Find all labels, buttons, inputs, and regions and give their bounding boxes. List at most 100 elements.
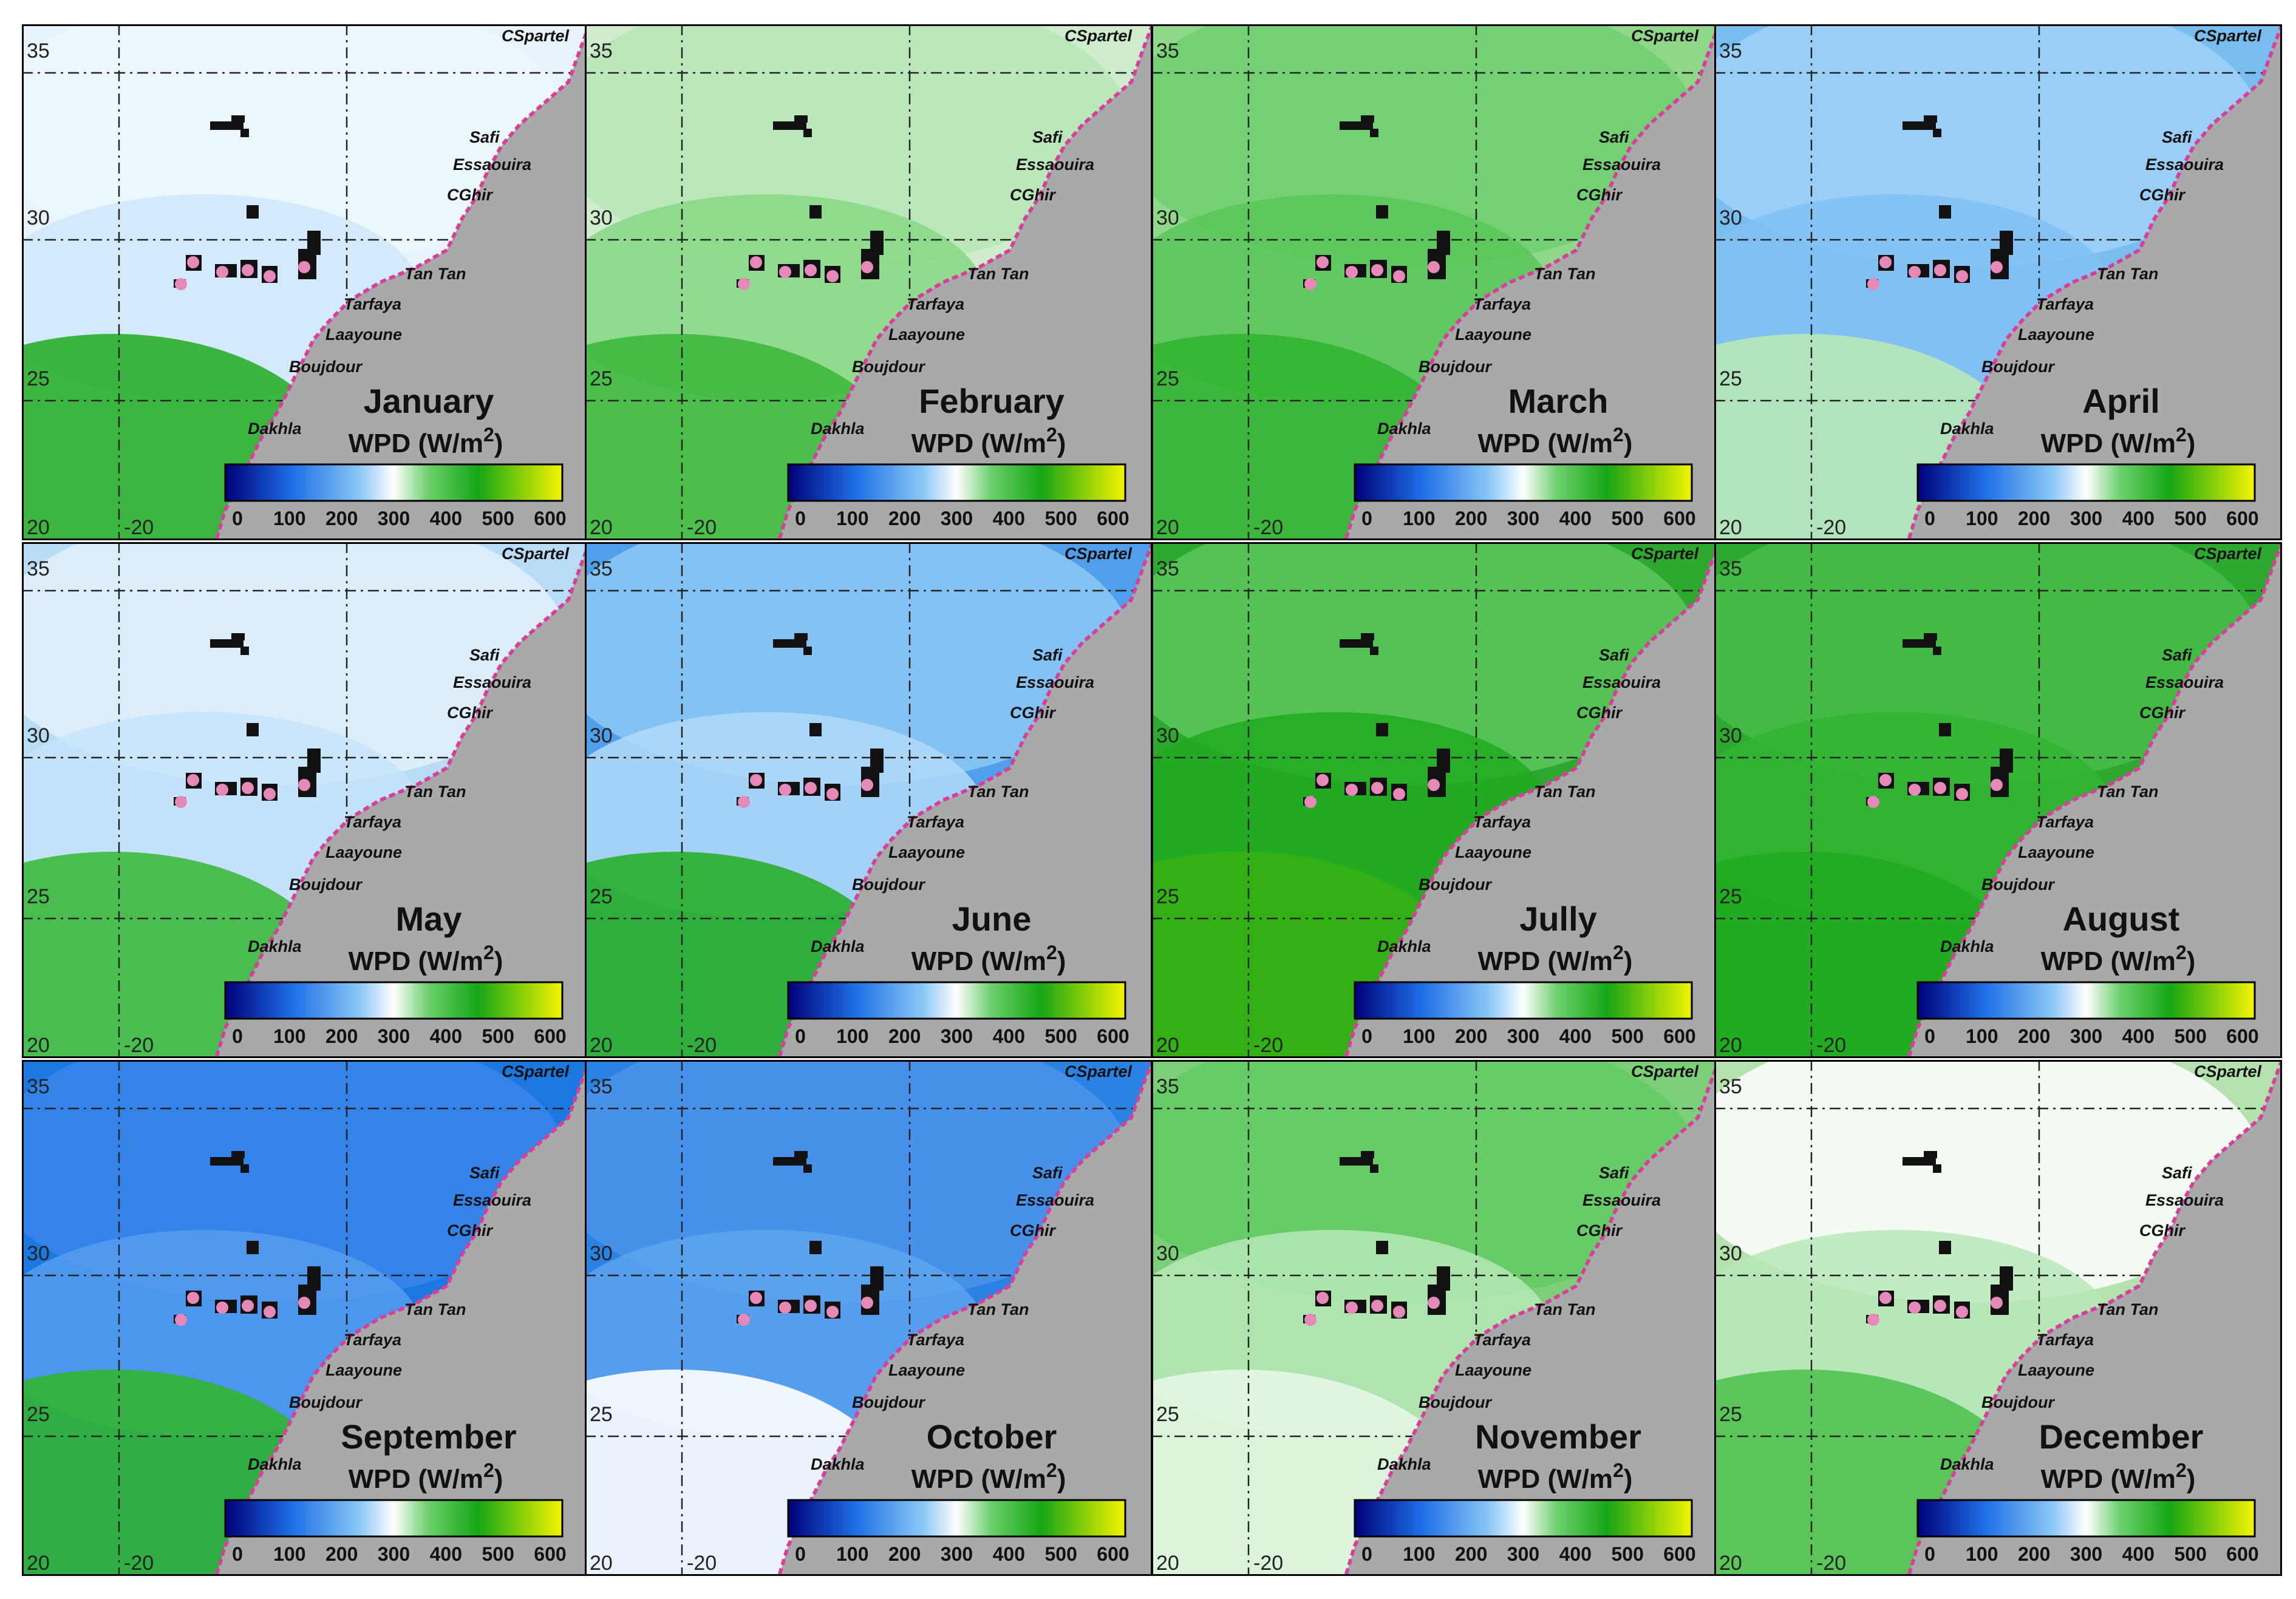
city-label-dakhla: Dakhla: [1377, 937, 1431, 956]
lat-label: 25: [27, 367, 50, 390]
land-mass: [1346, 24, 1719, 540]
colorbar-tick-label: 500: [482, 1543, 514, 1565]
colorbar-tick-label: 200: [1455, 508, 1487, 529]
colorbar-tick-label: 100: [1403, 1025, 1435, 1047]
colorbar: [1354, 1499, 1693, 1538]
island-shape: [240, 129, 249, 137]
island-highlight: [805, 264, 817, 276]
colorbar-tick-label: 300: [1507, 508, 1539, 529]
coastline: [1344, 1060, 1719, 1576]
island-shape: [1340, 121, 1373, 130]
map-panel-february: 35 30 25 20 -20 CSpartel Safi Essaouira CGhir Tan…: [585, 24, 1153, 540]
map-panel-march: 35 30 25 20 -20 CSpartel Safi Essaouira CGhir Tan…: [1151, 24, 1719, 540]
island-highlight: [298, 779, 310, 791]
island-shape: [773, 121, 806, 130]
lon-label: -20: [687, 1552, 717, 1575]
city-label-dakhla: Dakhla: [1940, 419, 1994, 438]
island-highlight: [779, 784, 791, 796]
lon-label: -20: [1253, 1034, 1283, 1057]
city-label-laayoune: Laayoune: [1455, 843, 1531, 861]
island-highlight: [826, 270, 839, 282]
city-label-boujdour: Boujdour: [1419, 875, 1492, 894]
land-mass: [1909, 1060, 2282, 1576]
island-highlight: [1956, 788, 1968, 800]
island-highlight: [1934, 782, 1946, 794]
island-shape: [307, 749, 321, 773]
colorbar-tick-label: 100: [836, 1543, 868, 1565]
lat-label: 25: [27, 1403, 50, 1426]
city-label-laayoune: Laayoune: [888, 843, 965, 861]
island-highlight: [1879, 256, 1892, 268]
colorbar-tick-label: 0: [795, 508, 806, 529]
map-panel-canvas: 35 30 25 20 -20 CSpartel Safi Essaouira CGhir Tan…: [1714, 24, 2282, 540]
coastline: [214, 1060, 590, 1576]
city-label-laayoune: Laayoune: [325, 843, 402, 861]
city-label-cspartel: CSpartel: [1065, 1062, 1133, 1081]
island-highlight: [187, 256, 199, 268]
island-shape: [231, 1151, 245, 1158]
island-highlight: [1909, 266, 1921, 278]
island-highlight: [1371, 1300, 1383, 1312]
lat-label: 35: [1719, 39, 1742, 63]
lat-label: 20: [1719, 1034, 1742, 1057]
city-label-tarfaya: Tarfaya: [1473, 1331, 1531, 1349]
city-label-essaouira: Essaouira: [2145, 1191, 2224, 1209]
island-shape: [1437, 1266, 1450, 1291]
coastline: [777, 542, 1153, 1058]
island-shape: [240, 1164, 249, 1173]
coastline: [777, 24, 1153, 540]
colorbar-tick-label: 0: [795, 1025, 806, 1047]
city-label-tan-tan: Tan Tan: [1534, 1300, 1596, 1319]
city-label-essaouira: Essaouira: [1016, 1191, 1094, 1209]
colorbar-tick-label: 500: [1044, 1025, 1077, 1047]
lat-label: 20: [27, 516, 50, 539]
lat-label: 20: [590, 516, 613, 539]
island-shape: [231, 115, 245, 123]
map-panel-canvas: 35 30 25 20 -20 CSpartel Safi Essaouira CGhir Tan…: [1151, 542, 1719, 1058]
colorbar: [787, 981, 1126, 1020]
colorbar-tick-label: 300: [2070, 1543, 2102, 1565]
island-highlight: [242, 1300, 254, 1312]
island-highlight: [1867, 796, 1879, 808]
colorbar-tick-label: 400: [1559, 1025, 1592, 1047]
colorbar-tick-label: 400: [2122, 1543, 2155, 1565]
coastline: [1344, 24, 1719, 540]
units-label: WPD (W/m2): [2041, 424, 2196, 458]
city-label-safi: Safi: [2162, 646, 2192, 664]
colorbar-tick-label: 200: [888, 1543, 921, 1565]
colorbar-tick-label: 600: [1663, 508, 1695, 529]
island-shape: [1903, 639, 1936, 648]
colorbar-tick-label: 400: [430, 1543, 462, 1565]
island-highlight: [298, 261, 310, 273]
units-label: WPD (W/m2): [1478, 942, 1633, 976]
city-label-boujdour: Boujdour: [1419, 358, 1492, 376]
colorbar: [224, 1499, 564, 1538]
island-shape: [1361, 1151, 1374, 1158]
island-highlight: [779, 266, 791, 278]
coastline: [1344, 542, 1719, 1058]
colorbar-tick-label: 200: [325, 1025, 358, 1047]
lat-label: 25: [590, 367, 613, 390]
island-highlight: [1304, 1314, 1317, 1326]
lon-label: -20: [1816, 1552, 1846, 1575]
city-label-safi: Safi: [1032, 1164, 1063, 1182]
island-shape: [1370, 1164, 1378, 1173]
island-shape: [870, 231, 884, 255]
map-panel-canvas: 35 30 25 20 -20 CSpartel Safi Essaouira CGhir Tan…: [585, 1060, 1153, 1576]
city-label-cspartel: CSpartel: [502, 1062, 570, 1081]
colorbar-tick-label: 100: [273, 1025, 305, 1047]
month-title: December: [2039, 1417, 2204, 1456]
city-label-laayoune: Laayoune: [888, 325, 965, 344]
coastline: [214, 542, 590, 1058]
city-label-laayoune: Laayoune: [325, 1361, 402, 1379]
lat-label: 20: [1156, 516, 1179, 539]
colorbar-tick-label: 600: [534, 508, 566, 529]
island-highlight: [187, 774, 199, 786]
colorbar-tick-label: 300: [1507, 1025, 1539, 1047]
colorbar-tick-label: 0: [1361, 508, 1372, 529]
month-title: April: [2082, 382, 2160, 420]
land-mass: [779, 542, 1153, 1058]
map-panel-jully: 35 30 25 20 -20 CSpartel Safi Essaouira CGhir Tan…: [1151, 542, 1719, 1058]
